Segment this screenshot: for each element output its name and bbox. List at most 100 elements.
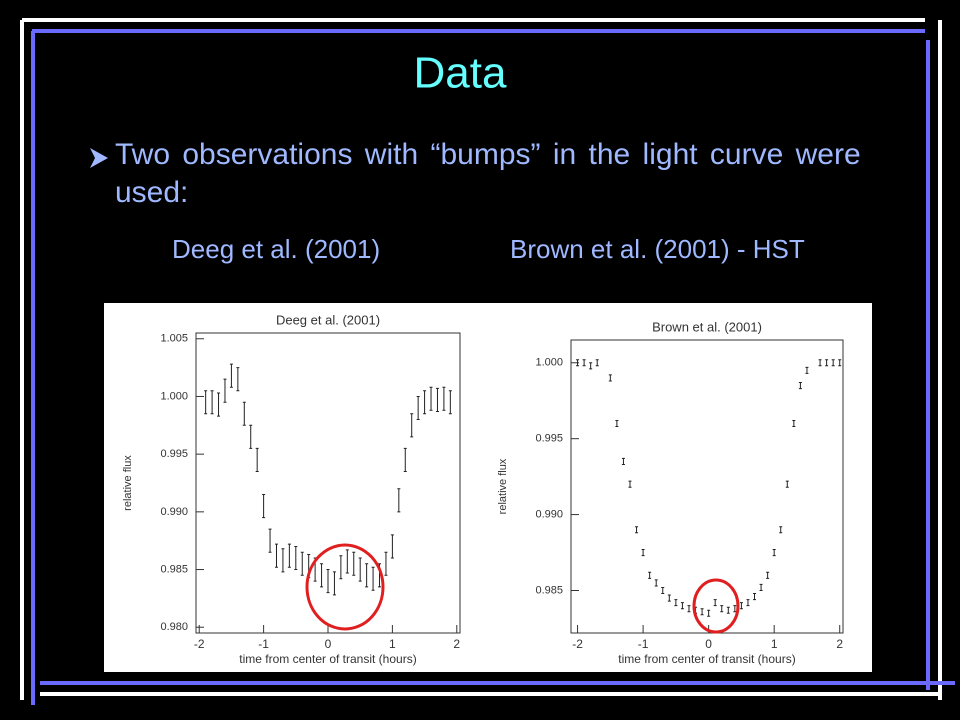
error-bar [733, 605, 737, 613]
x-tick-label: 1 [389, 637, 396, 651]
error-bar [371, 566, 375, 591]
error-bar [435, 387, 439, 412]
error-bar [229, 363, 233, 388]
error-bar [680, 602, 684, 610]
error-bar [339, 555, 343, 580]
error-bar [753, 593, 757, 601]
error-bar [384, 551, 388, 576]
y-tick-label: 0.995 [535, 433, 563, 445]
y-tick-label: 0.995 [160, 448, 188, 460]
error-bar [759, 583, 763, 591]
x-tick-label: 1 [771, 637, 778, 651]
x-tick-label: -2 [572, 637, 583, 651]
y-tick-label: 1.000 [535, 357, 563, 369]
caption: Deeg et al. (2001) [172, 234, 380, 264]
error-bar [429, 386, 433, 411]
y-tick-label: 0.985 [160, 563, 188, 575]
error-bar [326, 569, 330, 594]
error-bar [700, 608, 704, 616]
error-bar [423, 390, 427, 415]
error-bar [739, 602, 743, 610]
plot-title: Deeg et al. (2001) [276, 312, 380, 327]
error-bar [416, 395, 420, 421]
error-bar [448, 390, 452, 415]
error-bar [210, 390, 214, 415]
x-tick-label: 0 [325, 637, 332, 651]
error-bar [242, 401, 246, 426]
error-bar [397, 488, 401, 513]
bullet-arrow [90, 148, 108, 168]
error-bar [746, 599, 750, 607]
y-axis-label: relative flux [497, 458, 509, 514]
error-bar [255, 447, 259, 472]
x-tick-label: 2 [836, 637, 843, 651]
plot-frame [570, 339, 844, 634]
y-tick-label: 0.985 [535, 584, 563, 596]
y-tick-label: 1.000 [160, 390, 188, 402]
error-bar [654, 579, 658, 587]
error-bar [641, 549, 645, 557]
error-bar [707, 609, 711, 617]
error-bar [621, 457, 625, 465]
error-bar [365, 563, 369, 588]
error-bar [589, 362, 593, 370]
error-bar [300, 551, 304, 576]
error-bar [628, 480, 632, 488]
error-bar [262, 494, 266, 519]
error-bar [217, 392, 221, 417]
bullet-text: Two observations with “bumps” in the lig… [115, 138, 861, 209]
y-tick-label: 0.990 [160, 506, 188, 518]
slide-title: Data [414, 49, 507, 98]
x-axis-label: time from center of transit (hours) [239, 652, 416, 666]
error-bar [792, 419, 796, 428]
error-bar [674, 599, 678, 607]
error-bar [249, 424, 253, 449]
error-bar [390, 534, 394, 559]
y-tick-label: 0.980 [160, 621, 188, 633]
error-bar [287, 543, 291, 568]
error-bar [720, 605, 724, 613]
plot-title: Brown et al. (2001) [652, 319, 762, 334]
error-bar [648, 571, 652, 579]
error-bar [798, 382, 802, 390]
error-bar [352, 551, 356, 576]
error-bar [661, 586, 665, 595]
x-tick-label: 2 [453, 637, 460, 651]
figure-background [104, 303, 872, 672]
error-bar [726, 606, 730, 614]
y-axis-label: relative flux [122, 455, 134, 511]
y-tick-label: 1.005 [160, 333, 188, 345]
x-axis-label: time from center of transit (hours) [618, 652, 795, 666]
error-bar [818, 359, 822, 367]
error-bar [766, 571, 770, 579]
error-bar [204, 390, 208, 415]
x-tick-label: -2 [194, 637, 205, 651]
error-bar [687, 605, 691, 613]
error-bar [831, 359, 835, 367]
error-bar [608, 374, 612, 382]
plots: Deeg et al. (2001) time from center of tr… [122, 312, 844, 666]
error-bar [345, 549, 349, 574]
error-bar [825, 359, 829, 367]
error-bar [268, 528, 272, 553]
error-bar [358, 557, 362, 582]
error-bar [410, 413, 414, 438]
error-bar [772, 549, 776, 557]
error-bar [281, 548, 285, 573]
x-tick-label: -1 [638, 637, 649, 651]
error-bar [615, 419, 619, 428]
error-bar [713, 599, 717, 607]
error-bar [805, 366, 809, 374]
error-bar [223, 378, 227, 403]
error-bar [667, 594, 671, 602]
highlight-circle [305, 543, 385, 631]
highlight-circle [692, 578, 740, 634]
error-bar [838, 359, 842, 367]
error-bar [576, 359, 580, 367]
error-bar [403, 447, 407, 472]
bullet-box: Two observations with “bumps” in the lig… [115, 138, 861, 209]
error-bar [294, 545, 298, 571]
x-tick-label: -1 [258, 637, 269, 651]
